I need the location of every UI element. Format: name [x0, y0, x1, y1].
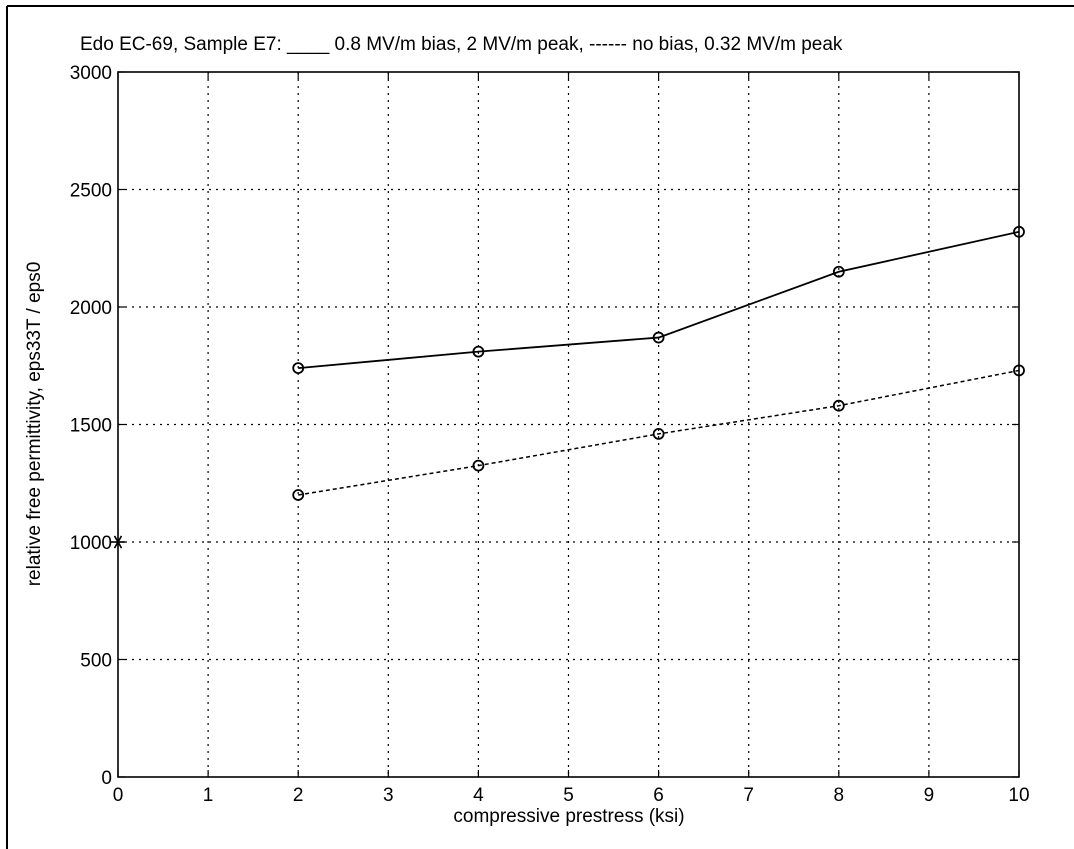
- x-tick-label: 10: [1008, 785, 1029, 806]
- data-point-series-2: [292, 489, 305, 501]
- x-tick-label: 8: [834, 785, 845, 806]
- data-point-series-1: [832, 265, 845, 278]
- data-point-series-2: [1013, 364, 1025, 377]
- y-tick-label: 3000: [70, 63, 112, 84]
- y-tick-label: 2000: [70, 298, 112, 319]
- series-line-1: [298, 230, 1020, 369]
- y-tick-label: 2500: [70, 181, 112, 202]
- chart-title: Edo EC-69, Sample E7: ____ 0.8 MV/m bias…: [80, 34, 843, 55]
- axis-ticks: [117, 71, 1020, 778]
- asterisk-marker: [111, 535, 125, 549]
- x-tick-label: 0: [113, 785, 124, 806]
- x-tick-label: 2: [293, 785, 304, 806]
- data-point-series-2: [832, 399, 845, 412]
- series-line-2: [298, 369, 1020, 496]
- y-tick-label: 500: [80, 651, 112, 672]
- data-point-series-1: [1013, 225, 1025, 238]
- x-tick-label: 5: [563, 785, 574, 806]
- y-tick-label: 1000: [70, 533, 112, 554]
- series-markers: [292, 225, 1025, 501]
- x-tick-label: 7: [743, 785, 754, 806]
- x-tick-label: 3: [383, 785, 394, 806]
- x-tick-label: 6: [653, 785, 664, 806]
- x-tick-label: 9: [924, 785, 935, 806]
- y-tick-label: 0: [101, 768, 112, 789]
- data-point-series-1: [292, 362, 305, 375]
- x-tick-labels: 0 1 2 3 4 5 6 7 8 9 10: [113, 785, 1030, 806]
- data-point-series-1: [472, 345, 485, 358]
- x-tick-label: 1: [203, 785, 214, 806]
- grid: [118, 72, 1019, 777]
- data-point-series-2: [472, 459, 485, 472]
- y-tick-label: 1500: [70, 416, 112, 437]
- y-tick-labels: 0 500 1000 1500 2000 2500 3000: [70, 63, 112, 789]
- annotations: [111, 535, 125, 549]
- x-axis-title: compressive prestress (ksi): [453, 806, 684, 827]
- data-point-series-1: [652, 331, 665, 344]
- data-point-series-2: [652, 427, 665, 440]
- y-axis-title: relative free permittivity, eps33T / eps…: [24, 262, 45, 587]
- x-tick-label: 4: [473, 785, 484, 806]
- series-lines: [298, 230, 1020, 496]
